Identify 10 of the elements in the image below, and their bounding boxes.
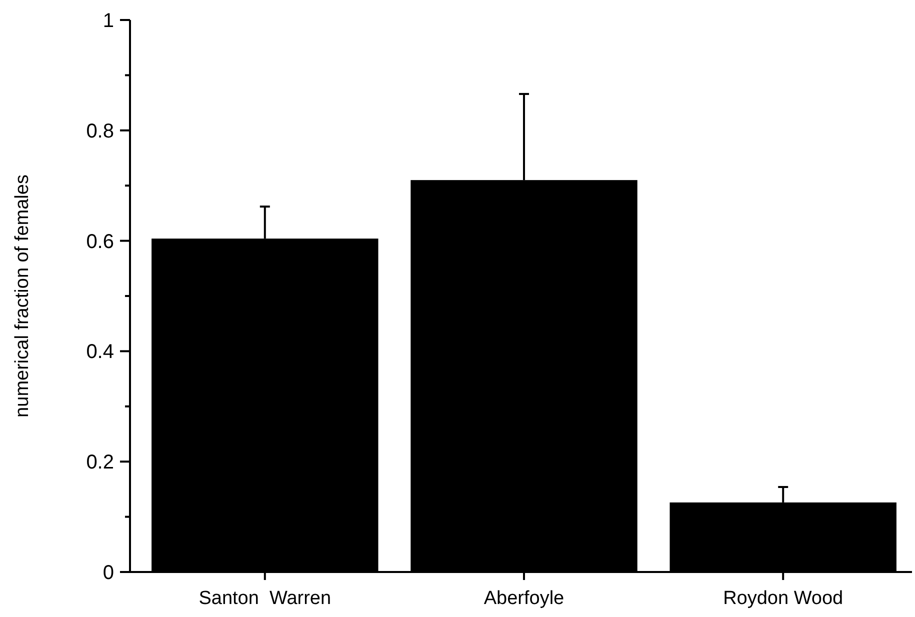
- x-tick-label: Aberfoyle: [484, 588, 564, 609]
- x-tick-label: Roydon Wood: [723, 588, 844, 609]
- y-tick-label: 0.2: [86, 452, 114, 474]
- y-tick-label: 0.8: [86, 120, 114, 142]
- x-tick-label: Santon Warren: [198, 588, 332, 609]
- y-axis-title: numerical fraction of females: [12, 174, 33, 418]
- y-tick-label: 0.6: [86, 230, 114, 253]
- y-tick-label: 0.4: [86, 341, 114, 364]
- y-tick-label: 0: [102, 562, 114, 584]
- y-tick-label: 1: [102, 10, 114, 32]
